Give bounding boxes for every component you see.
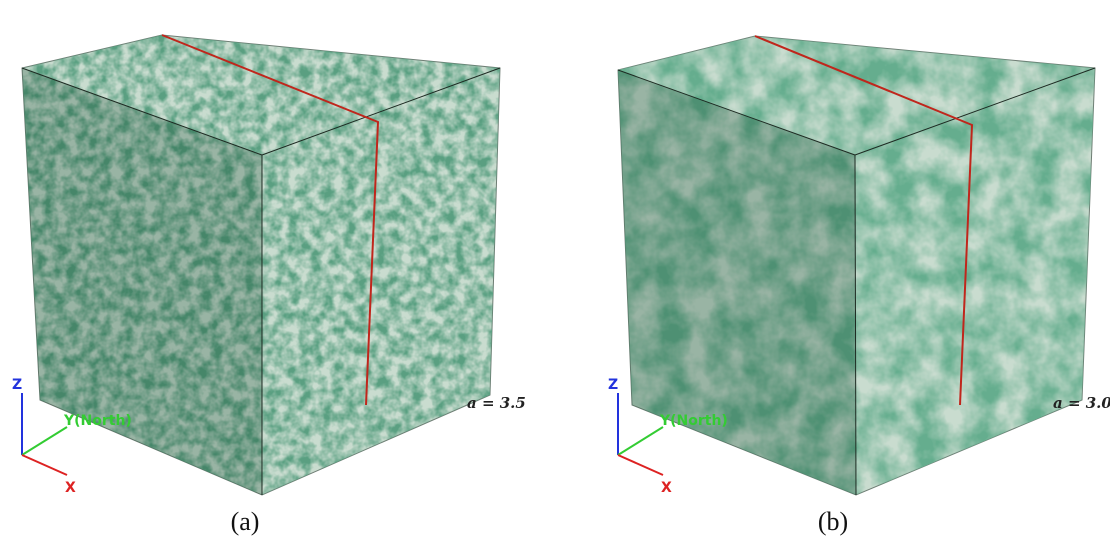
axis-y bbox=[618, 427, 663, 455]
panel-caption: (b) bbox=[818, 507, 848, 536]
axis-z-label: Z bbox=[608, 377, 618, 393]
panel-caption: (a) bbox=[231, 507, 260, 536]
axis-y-label: Y(North) bbox=[659, 413, 728, 429]
axis-x bbox=[22, 455, 67, 475]
axis-y-label: Y(North) bbox=[63, 413, 132, 429]
annotation: a = 3.5 bbox=[467, 394, 526, 412]
axis-x bbox=[618, 455, 663, 475]
axis-z-label: Z bbox=[12, 377, 22, 393]
annotation: a = 3.0 bbox=[1053, 394, 1110, 412]
panel: Z Y(North) Xa = 3.5 (a) bbox=[12, 35, 526, 536]
axis-y bbox=[22, 427, 67, 455]
figure: Z Y(North) Xa = 3.5 (a) Z Y(North) Xa = 3.0 (b) bbox=[0, 0, 1110, 547]
panel: Z Y(North) Xa = 3.0 (b) bbox=[608, 36, 1110, 536]
axis-x-label: X bbox=[661, 480, 672, 496]
axis-x-label: X bbox=[65, 480, 76, 496]
